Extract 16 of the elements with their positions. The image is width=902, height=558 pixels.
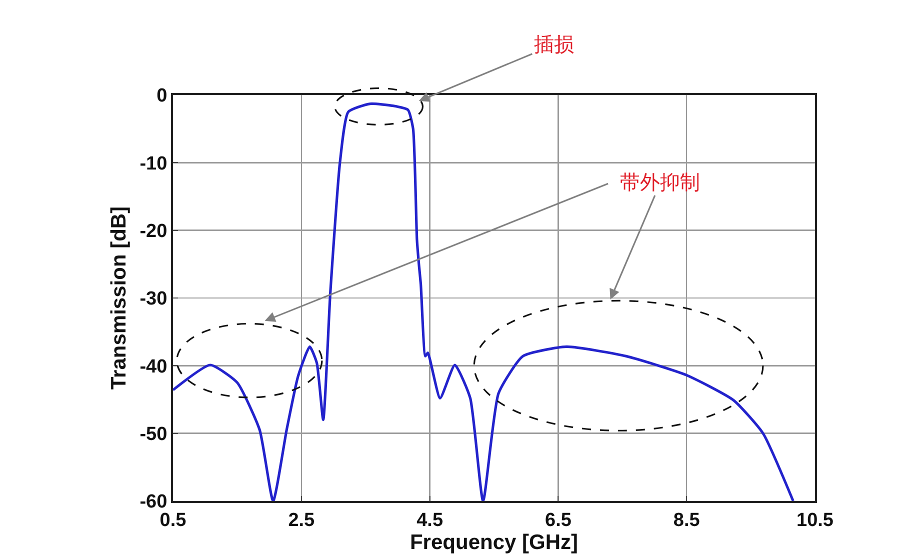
y-tick-label: -20 [140,220,168,242]
y-tick-label: -50 [140,424,168,445]
y-tick-label: -40 [140,356,168,378]
y-axis-title: Transmission [dB] [107,206,130,390]
line-series [173,102,794,501]
y-tick-label: -10 [140,153,168,174]
annotation: 带外抑制 [620,172,700,194]
x-axis-title: Frequency [GHz] [410,530,578,554]
x-tick-label: 4.5 [416,510,444,531]
x-tick-label: 10.5 [796,510,834,531]
x-tick-label: 2.5 [288,510,316,531]
x-tick-label: 6.5 [544,510,572,531]
y-tick-label: -30 [140,288,168,310]
y-tick-label: 0 [156,86,168,107]
x-tick-label: 8.5 [673,510,700,531]
text: 插损 [534,34,574,56]
